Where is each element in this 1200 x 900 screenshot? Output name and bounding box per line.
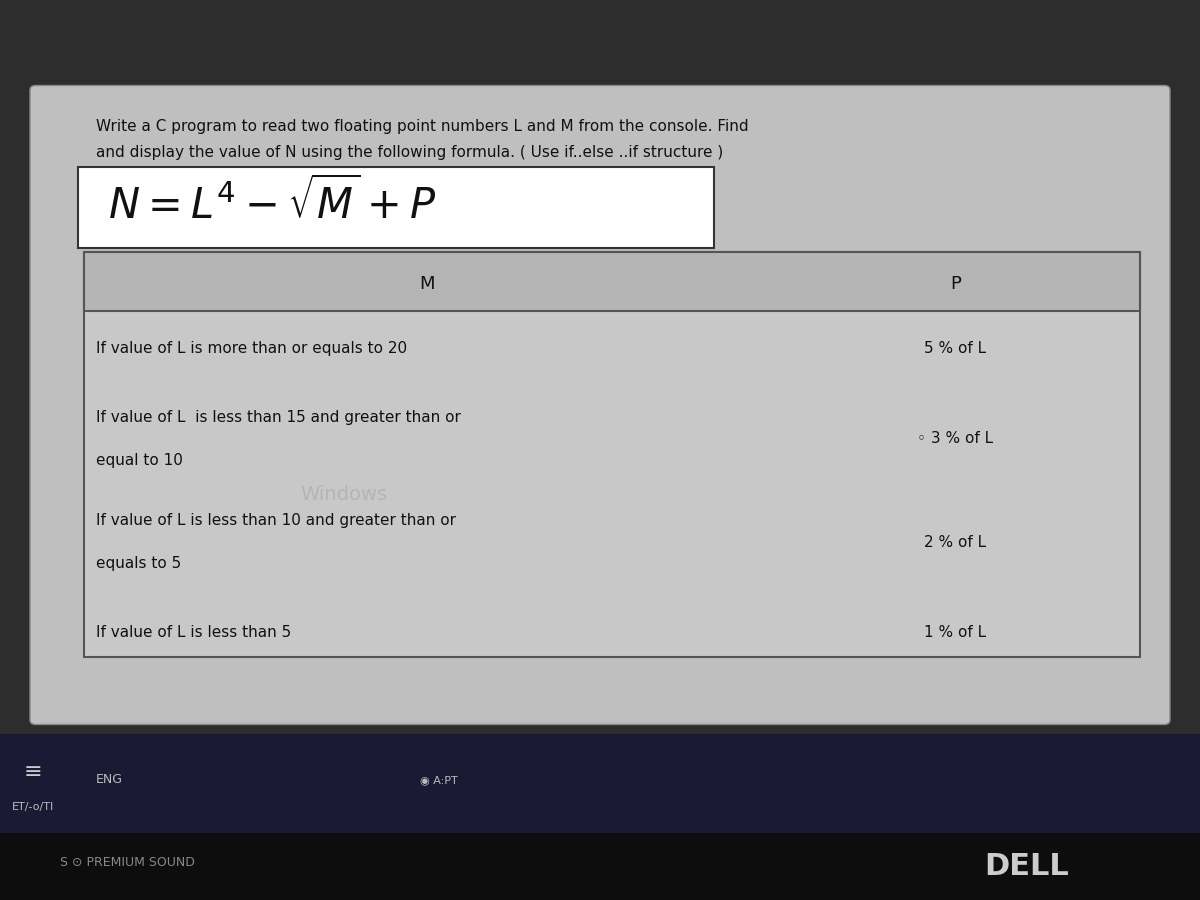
Text: P: P xyxy=(949,275,961,293)
Text: ENG: ENG xyxy=(96,773,124,786)
Text: Write a C program to read two floating point numbers L and M from the console. F: Write a C program to read two floating p… xyxy=(96,119,749,133)
Text: ≡: ≡ xyxy=(24,762,43,782)
Text: DELL: DELL xyxy=(984,851,1069,881)
Text: equals to 5: equals to 5 xyxy=(96,556,181,572)
Text: ◉ A:PT: ◉ A:PT xyxy=(420,775,457,785)
Text: Windows: Windows xyxy=(300,484,388,503)
Text: If value of L  is less than 15 and greater than or: If value of L is less than 15 and greate… xyxy=(96,410,461,425)
Text: equal to 10: equal to 10 xyxy=(96,453,182,468)
Text: If value of L is more than or equals to 20: If value of L is more than or equals to … xyxy=(96,341,407,356)
Text: 5 % of L: 5 % of L xyxy=(924,341,986,356)
Text: ET/-o/TI: ET/-o/TI xyxy=(12,802,54,812)
Text: S ⊙ PREMIUM SOUND: S ⊙ PREMIUM SOUND xyxy=(60,856,194,868)
Text: $N = L^4 - \sqrt{M} + P$: $N = L^4 - \sqrt{M} + P$ xyxy=(108,178,437,228)
Text: and display the value of N using the following formula. ( Use if..else ..if stru: and display the value of N using the fol… xyxy=(96,146,724,160)
Text: If value of L is less than 5: If value of L is less than 5 xyxy=(96,625,292,640)
Text: ◦ 3 % of L: ◦ 3 % of L xyxy=(917,431,994,446)
Text: M: M xyxy=(420,275,434,293)
Text: 1 % of L: 1 % of L xyxy=(924,625,986,640)
Text: 2 % of L: 2 % of L xyxy=(924,535,986,550)
Text: If value of L is less than 10 and greater than or: If value of L is less than 10 and greate… xyxy=(96,513,456,528)
